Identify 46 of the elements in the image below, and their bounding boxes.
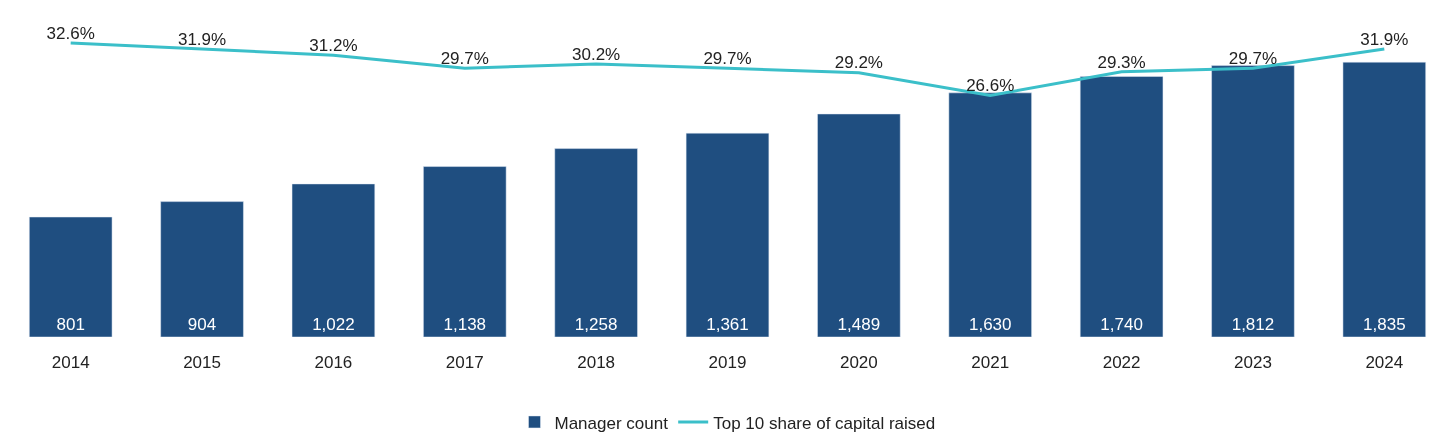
data-label: 1,630 bbox=[968, 315, 1012, 334]
data-label: 31.2% bbox=[309, 35, 358, 55]
x-tick-label: 2022 bbox=[1102, 353, 1141, 373]
data-label: 32.6% bbox=[46, 23, 95, 43]
bar bbox=[1342, 61, 1426, 337]
bar bbox=[554, 148, 638, 337]
data-label: 1,022 bbox=[312, 315, 355, 334]
x-tick-label: 2016 bbox=[314, 353, 353, 373]
legend-label: Manager count bbox=[554, 413, 669, 433]
x-tick-label: 2020 bbox=[839, 353, 878, 373]
x-tick-label: 2015 bbox=[183, 353, 221, 373]
data-label: 31.9% bbox=[177, 29, 227, 49]
data-label: 1,835 bbox=[1363, 315, 1406, 334]
data-label: 29.7% bbox=[703, 49, 752, 69]
data-label: 30.2% bbox=[572, 44, 621, 64]
x-tick-label: 2017 bbox=[445, 353, 484, 373]
data-label: 1,740 bbox=[1100, 315, 1143, 334]
bar bbox=[1211, 65, 1295, 337]
legend-label: Top 10 share of capital raised bbox=[713, 413, 936, 433]
x-tick-label: 2018 bbox=[577, 353, 616, 373]
data-label: 29.7% bbox=[1228, 49, 1278, 69]
bar bbox=[817, 113, 901, 337]
bar bbox=[1079, 76, 1164, 337]
data-label: 1,258 bbox=[574, 315, 618, 334]
data-label: 31.9% bbox=[1360, 29, 1409, 49]
x-tick-label: 2019 bbox=[708, 353, 747, 373]
x-tick-label: 2021 bbox=[971, 353, 1010, 373]
bar bbox=[291, 183, 376, 337]
data-label: 29.2% bbox=[834, 53, 883, 73]
data-label: 801 bbox=[56, 315, 85, 334]
bar bbox=[685, 132, 770, 337]
bar bbox=[29, 216, 113, 337]
data-label: 29.7% bbox=[440, 49, 489, 69]
data-label: 1,361 bbox=[706, 315, 749, 334]
data-label: 1,489 bbox=[837, 315, 881, 334]
data-label: 29.3% bbox=[1097, 52, 1146, 72]
data-label: 904 bbox=[187, 315, 217, 334]
data-label: 1,138 bbox=[443, 315, 487, 334]
x-tick-label: 2023 bbox=[1234, 353, 1272, 373]
data-label: 26.6% bbox=[966, 76, 1015, 96]
data-label: 1,812 bbox=[1231, 315, 1275, 334]
x-tick-label: 2024 bbox=[1365, 353, 1404, 373]
bar bbox=[948, 92, 1032, 337]
bar bbox=[423, 166, 507, 337]
x-tick-label: 2014 bbox=[51, 353, 90, 373]
bar bbox=[160, 201, 244, 337]
